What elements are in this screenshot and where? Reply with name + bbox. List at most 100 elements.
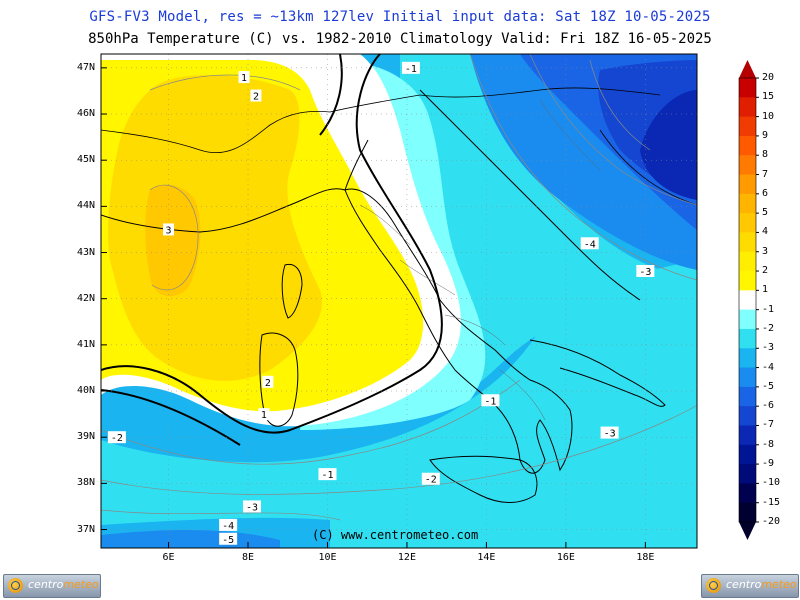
colorbar-segment bbox=[739, 464, 756, 484]
colorbar-segment bbox=[739, 406, 756, 426]
shaded-field bbox=[101, 54, 697, 548]
lat-label: 41N bbox=[76, 338, 95, 350]
centrometeo-logo-left[interactable]: centrometeo bbox=[3, 574, 101, 598]
colorbar-segment bbox=[739, 348, 756, 369]
colorbar-label: -3 bbox=[762, 342, 775, 354]
lat-label: 43N bbox=[76, 246, 95, 258]
colorbar-segment bbox=[739, 425, 756, 446]
colorbar-cap-top bbox=[739, 60, 756, 78]
colorbar-label: 7 bbox=[762, 168, 769, 180]
lon-label: 10E bbox=[318, 552, 337, 563]
contour-label: -3 bbox=[636, 264, 655, 278]
contour-label: -3 bbox=[600, 426, 619, 440]
colorbar-label: 3 bbox=[762, 245, 769, 257]
colorbar-label: -20 bbox=[762, 516, 781, 527]
ring-icon bbox=[11, 581, 20, 590]
centrometeo-logo-right[interactable]: centrometeo bbox=[701, 574, 799, 598]
contour-label-text: -4 bbox=[584, 239, 596, 250]
lon-label: 16E bbox=[556, 552, 575, 563]
lon-label: 12E bbox=[397, 552, 416, 563]
regional-boundaries bbox=[359, 99, 601, 421]
contour-label: 3 bbox=[163, 223, 175, 236]
lon-label: 6E bbox=[162, 552, 175, 563]
borders bbox=[101, 87, 697, 206]
contour-label-text: -4 bbox=[222, 521, 234, 532]
lon-label: 18E bbox=[636, 552, 655, 563]
contour-label: -1 bbox=[318, 468, 337, 481]
contour-label-text: -2 bbox=[111, 433, 123, 444]
map-frame bbox=[100, 53, 698, 549]
colorbar-label: 6 bbox=[762, 187, 769, 199]
colorbar bbox=[738, 60, 759, 540]
colorbar-segment bbox=[739, 232, 756, 253]
colorbar-label: 15 bbox=[762, 91, 775, 103]
axis-ticks bbox=[101, 67, 646, 548]
lat-label: 42N bbox=[76, 292, 95, 304]
logo-part2: meteo bbox=[761, 578, 797, 591]
contour-label-text: -2 bbox=[425, 475, 437, 486]
colorbar-label: -7 bbox=[762, 419, 775, 431]
colorbar-label: -8 bbox=[762, 438, 775, 450]
colorbar-segment bbox=[739, 290, 756, 311]
colorbar-segment bbox=[739, 444, 756, 465]
contour-label: -4 bbox=[580, 237, 599, 250]
colorbar-label: 5 bbox=[762, 207, 769, 219]
contour-label-text: 2 bbox=[265, 378, 271, 389]
contour-label: 1 bbox=[258, 408, 270, 421]
colorbar-label: -1 bbox=[762, 303, 775, 315]
lat-label: 44N bbox=[76, 200, 95, 212]
contour-label: -3 bbox=[242, 500, 261, 513]
colorbar-segment bbox=[739, 328, 756, 349]
contour-label: -2 bbox=[421, 472, 440, 486]
contour-label-text: 2 bbox=[253, 92, 259, 103]
zero-contours bbox=[101, 54, 443, 446]
contour-label: -5 bbox=[219, 532, 238, 546]
contour-label-text: 1 bbox=[241, 73, 247, 84]
colorbar-segment bbox=[739, 135, 756, 156]
contour-label: 2 bbox=[250, 89, 262, 103]
contour-label-text: -5 bbox=[222, 535, 234, 546]
contour-label-text: -3 bbox=[246, 502, 258, 513]
colorbar-segment bbox=[739, 213, 756, 233]
colorbar-segment bbox=[739, 78, 756, 98]
colorbar-cap-bottom bbox=[739, 522, 756, 540]
colorbar-segment bbox=[739, 502, 756, 523]
model-title: GFS-FV3 Model, res = ~13km 127lev Initia… bbox=[89, 9, 711, 25]
colorbar-label: -10 bbox=[762, 477, 781, 489]
ring-icon bbox=[709, 581, 718, 590]
contour-label: -1 bbox=[401, 61, 420, 75]
contour-label: -4 bbox=[219, 518, 238, 532]
colorbar-segment bbox=[739, 271, 756, 291]
lat-label: 39N bbox=[76, 431, 95, 443]
colorbar-label: -15 bbox=[762, 496, 781, 508]
colorbar-segment bbox=[739, 97, 756, 118]
field-title: 850hPa Temperature (C) vs. 1982-2010 Cli… bbox=[88, 31, 712, 47]
contour-label-text: 3 bbox=[166, 225, 172, 236]
colorbar-segment bbox=[739, 386, 756, 407]
colorbar-segment bbox=[739, 251, 756, 272]
lat-label: 46N bbox=[76, 108, 95, 120]
lon-label: 14E bbox=[477, 552, 496, 563]
colorbar-label: 20 bbox=[762, 72, 775, 83]
contour-label: -2 bbox=[107, 431, 126, 444]
logo-part1: centro bbox=[28, 578, 64, 591]
colorbar-label: -6 bbox=[762, 400, 775, 412]
colorbar-label: 10 bbox=[762, 110, 775, 122]
colorbar-segment bbox=[739, 309, 756, 330]
colorbar-label: 8 bbox=[762, 149, 769, 161]
colorbar-label: 1 bbox=[762, 284, 769, 296]
contour-label: 2 bbox=[262, 375, 274, 389]
contour-label: 1 bbox=[238, 71, 250, 84]
lon-label: 8E bbox=[241, 552, 255, 563]
logo-part1: centro bbox=[726, 578, 762, 591]
colorbar-label: 9 bbox=[762, 129, 769, 141]
contour-label-text: -3 bbox=[639, 267, 651, 278]
contour-label-text: -1 bbox=[405, 64, 417, 75]
contour-label-text: -1 bbox=[321, 470, 333, 481]
colorbar-label: -9 bbox=[762, 458, 775, 470]
colorbar-label: -2 bbox=[762, 322, 775, 334]
lat-label: 38N bbox=[76, 477, 95, 489]
lat-label: 47N bbox=[76, 61, 95, 73]
